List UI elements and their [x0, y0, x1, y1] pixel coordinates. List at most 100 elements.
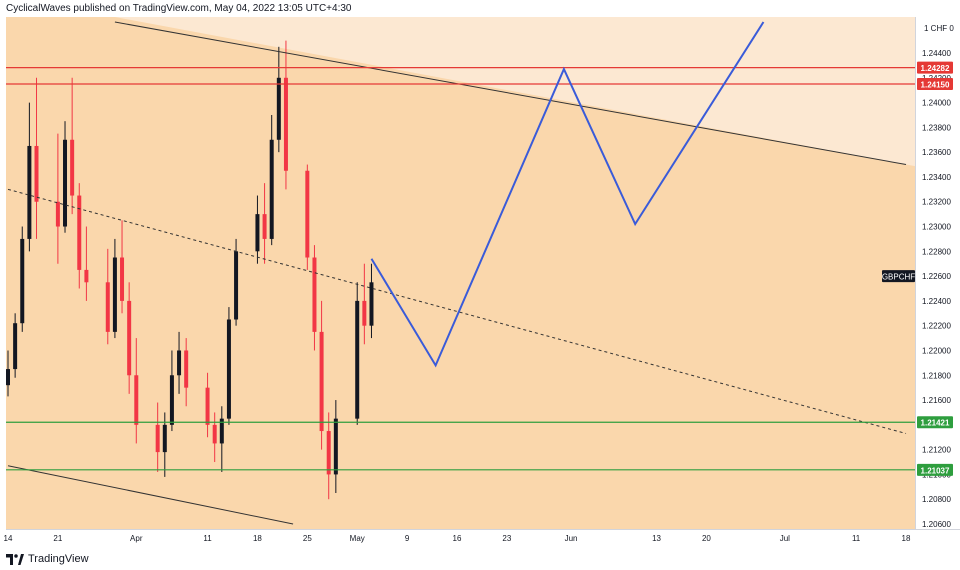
candles-group — [6, 40, 374, 500]
candle — [283, 40, 288, 190]
x-tick-label: Jul — [780, 534, 790, 543]
currency-label: 1 CHF 0 — [924, 24, 954, 33]
y-axis-ticks: 1.244001.242001.240001.238001.236001.234… — [922, 49, 951, 529]
resistance-level-label: 1.24150 — [921, 80, 950, 89]
publication-header: CyclicalWaves published on TradingView.c… — [6, 3, 352, 14]
candle — [319, 300, 324, 450]
candle-body — [27, 145, 32, 239]
symbol-label: GBPCHF — [882, 273, 915, 282]
x-tick-label: 20 — [702, 534, 711, 543]
x-tick-label: 9 — [405, 534, 410, 543]
candle — [55, 133, 60, 264]
trendline-solid[interactable] — [7, 465, 294, 525]
candle — [34, 77, 39, 239]
x-tick-label: Apr — [130, 534, 143, 543]
candle — [169, 350, 174, 432]
trendlines-group — [7, 21, 907, 525]
tradingview-brand-text: TradingView — [28, 553, 89, 565]
projection-path — [370, 21, 765, 368]
y-tick-label: 1.21200 — [922, 446, 951, 455]
candle-body — [226, 319, 231, 419]
y-tick-label: 1.22400 — [922, 297, 951, 306]
candle-body — [134, 375, 139, 425]
trendline-solid[interactable] — [114, 21, 907, 166]
candle — [177, 331, 182, 394]
candle-body — [184, 350, 189, 388]
candle — [355, 282, 360, 425]
x-tick-label: 18 — [253, 534, 262, 543]
y-tick-label: 1.24400 — [922, 49, 951, 58]
candle-body — [162, 424, 167, 453]
y-tick-label: 1.22800 — [922, 247, 951, 256]
candle — [84, 226, 89, 301]
candle — [234, 238, 239, 326]
candle — [13, 313, 18, 378]
x-tick-label: 14 — [4, 534, 13, 543]
candle-body — [276, 77, 281, 140]
y-tick-label: 1.21800 — [922, 371, 951, 380]
footer-brand: TradingView — [6, 551, 89, 567]
candle-body — [326, 431, 331, 475]
candle-body — [177, 350, 182, 376]
y-tick-label: 1.22200 — [922, 322, 951, 331]
levels-group — [6, 67, 915, 471]
candle-body — [70, 139, 75, 196]
candle-body — [333, 418, 338, 475]
x-axis-ticks: 14 21 Apr 11 18 25 May 9 16 23 Jun 13 20 Jul 11 18 — [4, 534, 911, 543]
candle — [262, 183, 267, 264]
price-labels-group: 1.24282 1.24150 1.21421 1.21037 GBPCHF — [882, 61, 953, 476]
candle-body — [105, 282, 110, 332]
x-tick-label: 21 — [53, 534, 62, 543]
candle — [120, 220, 125, 314]
candle — [27, 102, 32, 252]
candle-body — [127, 300, 132, 376]
x-tick-label: Jun — [565, 534, 578, 543]
y-tick-label: 1.21600 — [922, 396, 951, 405]
candle — [255, 195, 260, 264]
candle — [77, 183, 82, 289]
candle-body — [34, 145, 39, 202]
candle — [333, 400, 338, 494]
candle-body — [262, 214, 267, 239]
x-tick-label: 23 — [502, 534, 511, 543]
y-tick-label: 1.22600 — [922, 272, 951, 281]
candle — [70, 77, 75, 215]
upper-channel-band — [114, 17, 915, 167]
trendline-dashed[interactable] — [7, 188, 907, 435]
candle — [219, 406, 224, 472]
candle-body — [120, 257, 125, 301]
candle-body — [283, 77, 288, 171]
candle-body — [6, 369, 10, 386]
candle-body — [13, 323, 18, 370]
candle — [205, 372, 210, 438]
candle — [184, 338, 189, 407]
tradingview-logo-icon — [6, 553, 24, 565]
candle — [112, 238, 117, 339]
candle — [312, 245, 317, 351]
candle — [162, 412, 167, 477]
candle-body — [212, 424, 217, 444]
candle-body — [55, 201, 60, 227]
y-tick-label: 1.22000 — [922, 346, 951, 355]
candle — [305, 164, 310, 270]
candle — [276, 46, 281, 153]
symbol-badge — [882, 270, 915, 283]
candle — [369, 263, 374, 339]
candle-body — [219, 418, 224, 444]
candle-body — [155, 424, 160, 453]
y-tick-label: 1.20600 — [922, 520, 951, 529]
candle — [20, 226, 25, 332]
resistance-level-label: 1.24282 — [921, 64, 950, 73]
candle — [362, 263, 367, 345]
resistance-level-badge — [917, 61, 953, 74]
candle — [269, 114, 274, 246]
support-level-label: 1.21037 — [921, 466, 950, 475]
x-tick-label: 13 — [652, 534, 661, 543]
candle-body — [84, 269, 89, 283]
support-level-badge — [917, 416, 953, 429]
y-tick-label: 1.23200 — [922, 198, 951, 207]
y-tick-label: 1.23000 — [922, 223, 951, 232]
x-tick-label: 25 — [303, 534, 312, 543]
candle-body — [369, 282, 374, 326]
